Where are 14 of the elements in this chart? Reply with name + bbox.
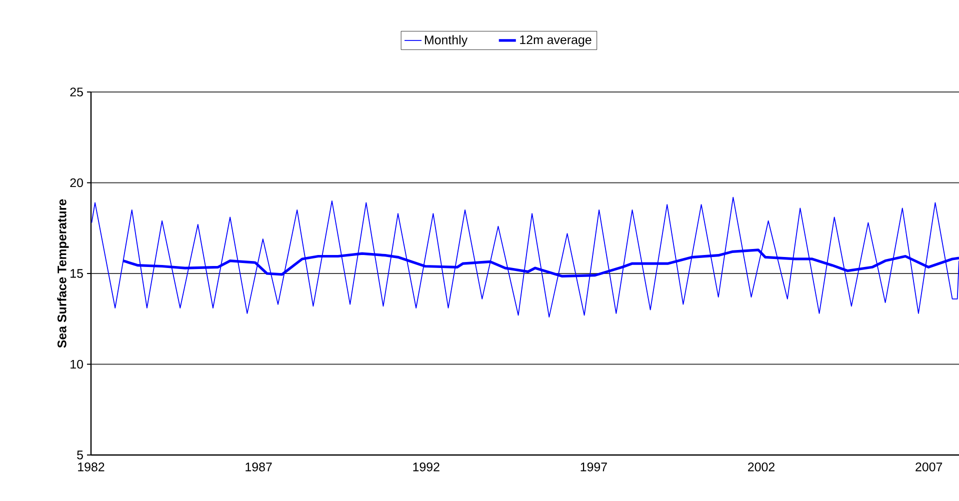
y-tick-label: 10 [70, 360, 83, 369]
y-tick-label: 20 [70, 178, 83, 188]
y-tick-label: 5 [77, 450, 83, 460]
x-tick-label: 1997 [580, 462, 607, 472]
legend-label: 12m average [520, 35, 592, 47]
x-tick-label: 1987 [246, 462, 272, 472]
legend-label: Monthly [424, 35, 468, 47]
x-tick-label: 1992 [413, 462, 440, 472]
y-tick-label: 15 [70, 269, 83, 278]
y-tick-label: 25 [70, 88, 83, 96]
x-tick-label: 2007 [916, 462, 942, 472]
x-tick-label: 2002 [748, 462, 774, 472]
x-tick-label: 1982 [78, 462, 104, 472]
y-axis-title: Sea Surface Temperature [57, 199, 69, 348]
